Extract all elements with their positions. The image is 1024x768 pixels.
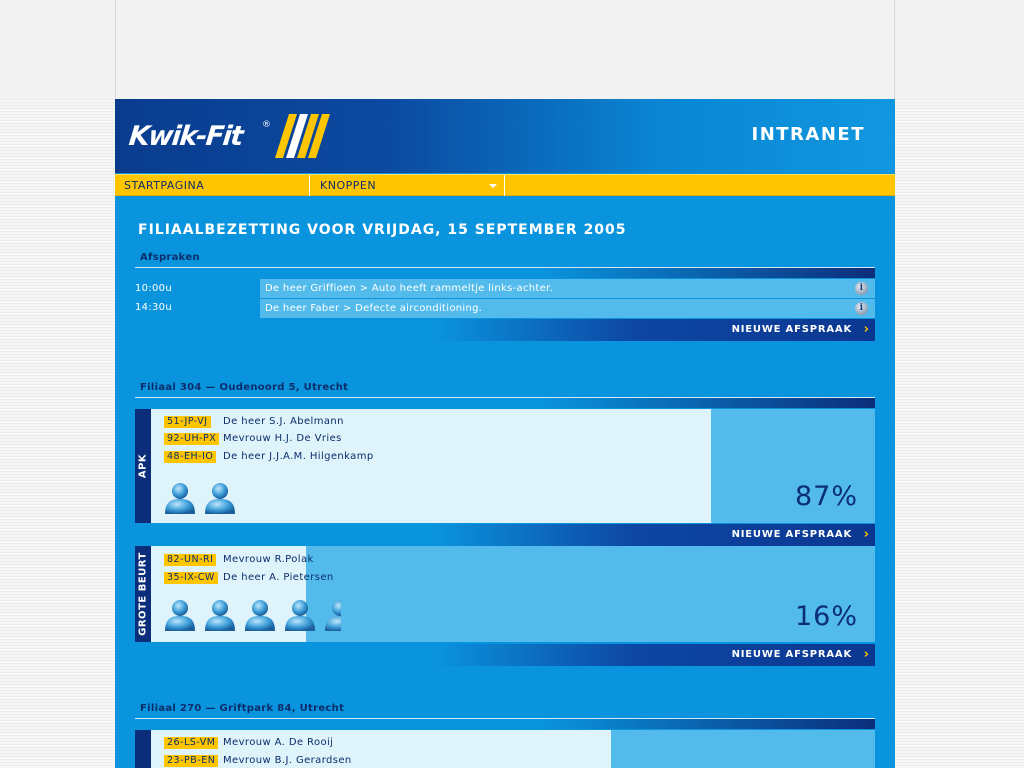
divider: [135, 397, 875, 398]
divider-gradient: [135, 398, 875, 408]
occupancy-bar: [151, 409, 711, 523]
section-title: INTRANET: [751, 124, 865, 145]
kwik-fit-logo[interactable]: Kwik-Fit: [127, 121, 244, 152]
menu-item-label: KNOPPEN: [320, 179, 377, 192]
top-margin: [0, 0, 1024, 99]
occupancy-bar: [151, 730, 611, 768]
appointment-time: 10:00u: [135, 283, 172, 294]
menu-item-knoppen[interactable]: KNOPPEN: [311, 175, 505, 196]
afspraken-label: Afspraken: [140, 252, 200, 263]
new-appointment-button[interactable]: NIEUWE AFSPRAAK ›: [435, 319, 875, 341]
registered-mark: ®: [262, 120, 271, 130]
panel-tab-label: GROTE BEURT: [137, 552, 149, 636]
info-icon[interactable]: i: [855, 302, 868, 315]
panel-tab: APK: [135, 409, 151, 523]
license-plate[interactable]: 82-UN-RI: [164, 554, 217, 566]
panel-tab-label: APK: [137, 453, 149, 479]
customer-name[interactable]: De heer S.J. Abelmann: [223, 416, 344, 427]
panel-tab: [135, 730, 151, 768]
license-plate[interactable]: 92-UH-PX: [164, 433, 220, 445]
customer-name[interactable]: De heer J.J.A.M. Hilgenkamp: [223, 451, 374, 462]
button-label: NIEUWE AFSPRAAK: [731, 649, 852, 660]
new-appointment-button[interactable]: NIEUWE AFSPRAAK ›: [435, 644, 875, 666]
branch-label: Filiaal 304 — Oudenoord 5, Utrecht: [140, 382, 349, 393]
button-label: NIEUWE AFSPRAAK: [731, 529, 852, 540]
person-icon: [165, 600, 195, 631]
appointment-text: De heer Faber > Defecte airconditioning.: [265, 303, 483, 314]
apk-panel: APK 51-JP-VJ De heer S.J. Abelmann 92-UH…: [135, 409, 875, 523]
appointment-row[interactable]: De heer Faber > Defecte airconditioning.…: [260, 299, 875, 318]
divider: [135, 267, 875, 268]
divider-gradient: [135, 719, 875, 729]
chevron-right-icon: ›: [863, 322, 869, 337]
new-appointment-button[interactable]: NIEUWE AFSPRAAK ›: [435, 524, 875, 546]
grote-beurt-panel: GROTE BEURT 82-UN-RI Mevrouw R.Polak 35-…: [135, 546, 875, 642]
person-icon: [205, 483, 235, 514]
chevron-down-icon: [489, 184, 497, 188]
menu-item-empty: [506, 175, 895, 196]
appointment-time: 14:30u: [135, 302, 172, 313]
button-label: NIEUWE AFSPRAAK: [731, 324, 852, 335]
divider-gradient: [135, 268, 875, 278]
appointment-row[interactable]: De heer Griffioen > Auto heeft rammeltje…: [260, 279, 875, 298]
license-plate[interactable]: 51-JP-VJ: [164, 416, 211, 428]
branch-label: Filiaal 270 — Griftpark 84, Utrecht: [140, 703, 345, 714]
occupancy-percent: 87%: [794, 481, 858, 512]
customer-name[interactable]: De heer A. Pietersen: [223, 572, 334, 583]
person-icon: [325, 600, 341, 631]
top-blank-area: [115, 0, 895, 99]
customer-name[interactable]: Mevrouw R.Polak: [223, 554, 314, 565]
panel-tab: GROTE BEURT: [135, 546, 151, 642]
person-icon: [285, 600, 315, 631]
intranet-page: Kwik-Fit ® INTRANET STARTPAGINA KNOPPEN …: [115, 99, 895, 768]
license-plate[interactable]: 23-PB-EN: [164, 755, 219, 767]
info-icon[interactable]: i: [855, 282, 868, 295]
customer-name[interactable]: Mevrouw H.J. De Vries: [223, 433, 342, 444]
divider: [135, 718, 875, 719]
license-plate[interactable]: 26-LS-VM: [164, 737, 219, 749]
person-icon: [245, 600, 275, 631]
chevron-right-icon: ›: [863, 647, 869, 662]
license-plate[interactable]: 48-EH-IO: [164, 451, 217, 463]
appointment-text: De heer Griffioen > Auto heeft rammeltje…: [265, 283, 554, 294]
logo-stripes-icon: [275, 114, 330, 158]
chevron-right-icon: ›: [863, 527, 869, 542]
customer-name[interactable]: Mevrouw B.J. Gerardsen: [223, 755, 352, 766]
branch-panel: 26-LS-VM Mevrouw A. De Rooij 23-PB-EN Me…: [135, 730, 875, 768]
license-plate[interactable]: 35-IX-CW: [164, 572, 218, 584]
menu-bar: STARTPAGINA KNOPPEN: [115, 174, 895, 196]
occupancy-percent: 16%: [794, 601, 858, 632]
customer-name[interactable]: Mevrouw A. De Rooij: [223, 737, 334, 748]
page-title: FILIAALBEZETTING VOOR VRIJDAG, 15 SEPTEM…: [138, 222, 627, 238]
header: Kwik-Fit ® INTRANET: [115, 99, 895, 173]
menu-item-startpagina[interactable]: STARTPAGINA: [115, 175, 310, 196]
person-icon: [165, 483, 195, 514]
person-icon: [205, 600, 235, 631]
